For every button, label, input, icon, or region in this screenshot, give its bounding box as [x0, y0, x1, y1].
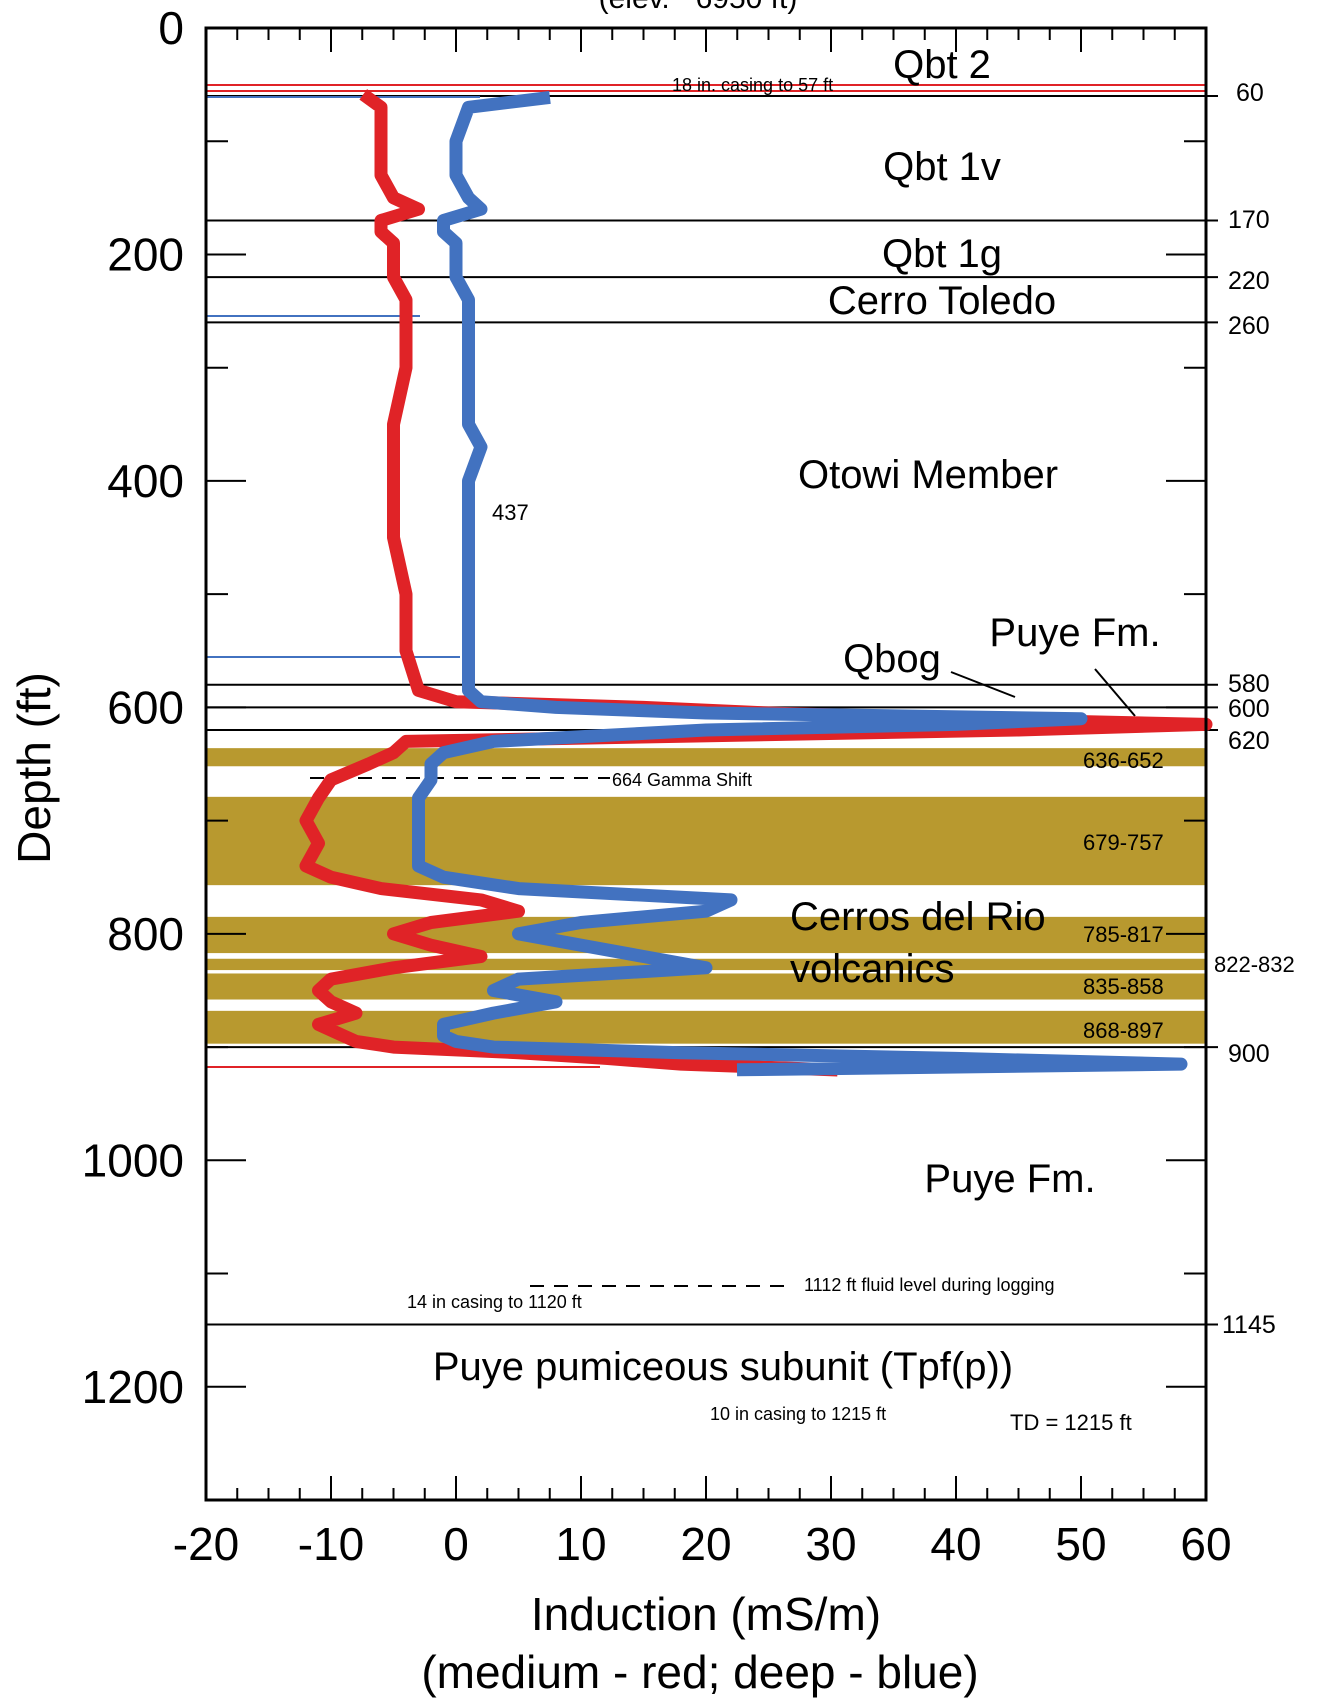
- x-tick-label: 50: [1055, 1518, 1106, 1570]
- basalt-label: 636-652: [1083, 748, 1164, 773]
- unit-label-puye-pumiceous: Puye pumiceous subunit (Tpf(p)): [433, 1345, 1013, 1389]
- x-axis-subtitle: (medium - red; deep - blue): [421, 1646, 978, 1698]
- contact-label: 580: [1228, 670, 1270, 698]
- casing-10-note: 10 in casing to 1215 ft: [710, 1404, 886, 1424]
- y-tick-label: 1200: [82, 1361, 184, 1413]
- contact-label: 600: [1228, 695, 1270, 723]
- unit-label-puye-upper: Puye Fm.: [989, 611, 1160, 655]
- casing-14-note: 14 in casing to 1120 ft: [407, 1292, 582, 1312]
- contact-label: 220: [1228, 267, 1270, 295]
- basalt-label: 679-757: [1083, 830, 1164, 855]
- x-tick-label: -10: [298, 1518, 364, 1570]
- unit-label-qbt2: Qbt 2: [893, 43, 991, 87]
- y-tick-label: 0: [158, 2, 184, 54]
- unit-label-cerros-line2: volcanics: [790, 947, 955, 991]
- contact-label: 170: [1228, 206, 1270, 234]
- basalt-interval: [206, 917, 1206, 953]
- y-tick-label: 1000: [82, 1134, 184, 1186]
- x-tick-label: 40: [930, 1518, 981, 1570]
- contact-depth-labels: 60 170 220 260 580 600 620 900 1145: [1222, 79, 1276, 1339]
- basalt-label: 868-897: [1083, 1018, 1164, 1043]
- basalt-label: 835-858: [1083, 974, 1164, 999]
- gamma-shift-note: 664 Gamma Shift: [612, 770, 752, 790]
- x-axis-title: Induction (mS/m): [531, 1588, 881, 1640]
- unit-label-qbt1g: Qbt 1g: [882, 232, 1002, 276]
- fluid-level-note: 1112 ft fluid level during logging: [804, 1275, 1055, 1295]
- contact-label: 60: [1236, 79, 1264, 107]
- contact-label: 620: [1228, 727, 1270, 755]
- unit-label-otowi: Otowi Member: [798, 453, 1058, 497]
- unit-label-qbt1v: Qbt 1v: [883, 145, 1001, 189]
- x-tick-label: 30: [805, 1518, 856, 1570]
- basalt-label: 785-817: [1083, 922, 1164, 947]
- basalt-label: 822-832: [1214, 952, 1295, 977]
- basalt-interval: [206, 797, 1206, 885]
- marker-437: 437: [492, 500, 529, 525]
- puye-pointer: [1095, 669, 1135, 716]
- x-tick-label: 10: [555, 1518, 606, 1570]
- y-tick-label: 400: [107, 455, 184, 507]
- td-note: TD = 1215 ft: [1010, 1410, 1132, 1435]
- unit-label-puye-lower: Puye Fm.: [924, 1157, 1095, 1201]
- y-tick-label: 800: [107, 908, 184, 960]
- chart-title-fragment: (elev. ~6950 ft): [599, 0, 798, 15]
- unit-label-cerro-toledo: Cerro Toledo: [828, 279, 1056, 323]
- unit-label-qbog: Qbog: [843, 637, 941, 681]
- x-tick-label: 0: [443, 1518, 469, 1570]
- y-tick-label: 600: [107, 681, 184, 733]
- contact-label: 900: [1228, 1040, 1270, 1068]
- contact-label: 260: [1228, 312, 1270, 340]
- y-tick-label: 200: [107, 228, 184, 280]
- contact-label: 1145: [1222, 1311, 1276, 1339]
- x-tick-label: 60: [1180, 1518, 1231, 1570]
- unit-label-cerros-line1: Cerros del Rio: [790, 895, 1046, 939]
- x-tick-label: 20: [680, 1518, 731, 1570]
- x-tick-label: -20: [173, 1518, 239, 1570]
- y-axis-title: Depth (ft): [8, 672, 60, 864]
- casing-18-note: 18 in. casing to 57 ft: [672, 75, 833, 95]
